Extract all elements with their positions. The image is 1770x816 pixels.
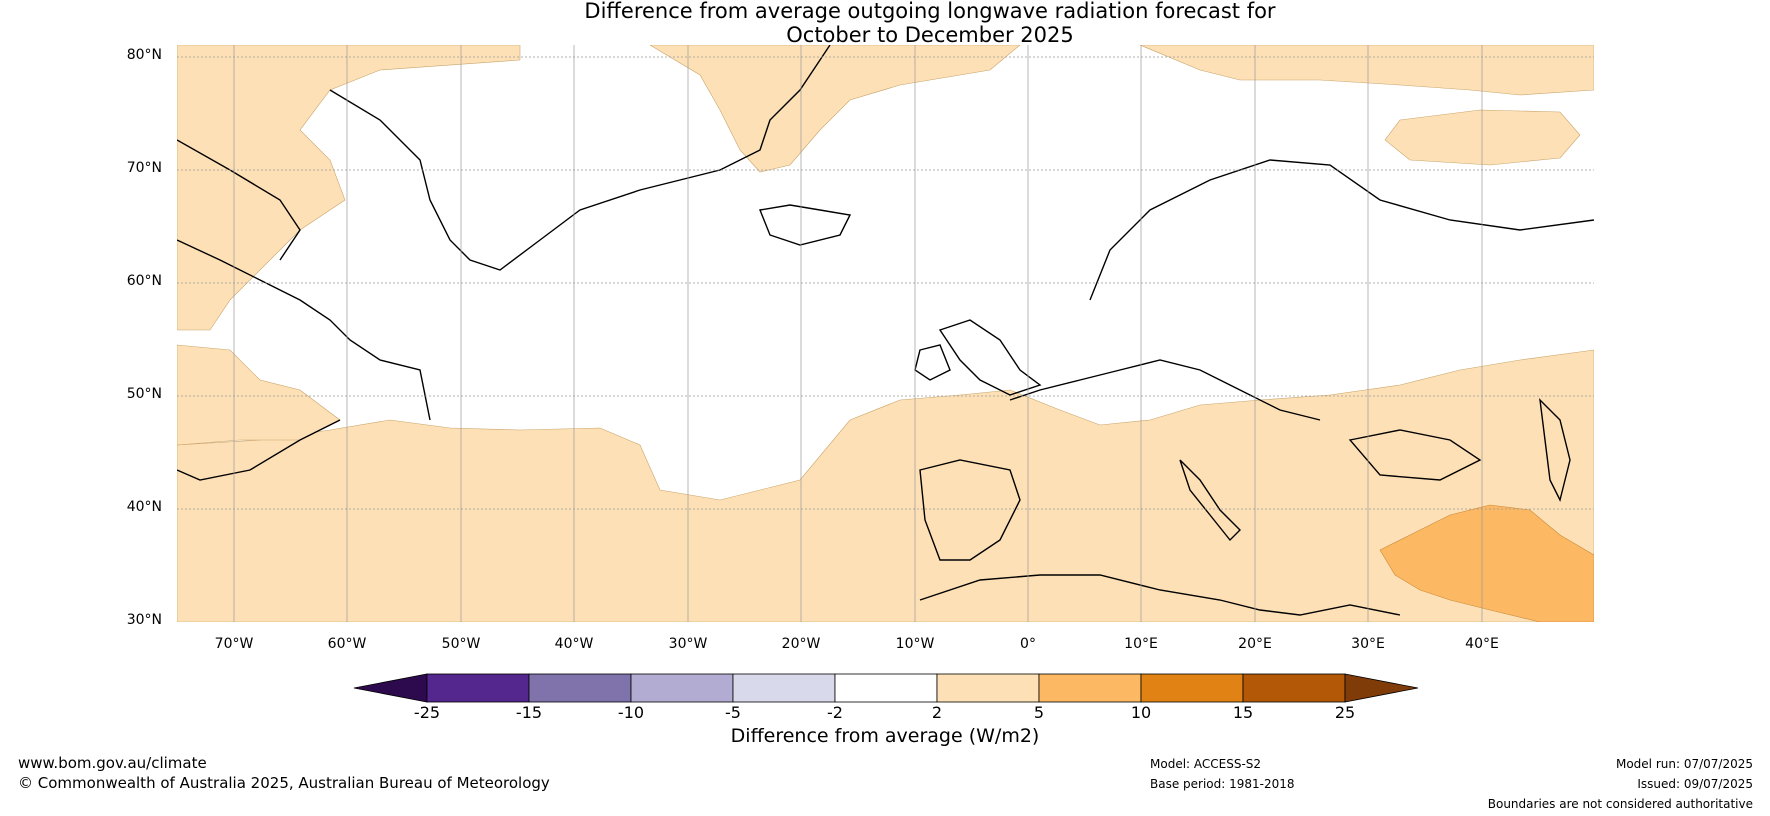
lon-label-30e: 30°E — [1351, 636, 1385, 652]
lon-label-0: 0° — [1020, 636, 1036, 652]
colorbar-bin-3 — [630, 673, 734, 703]
coast-iberia — [919, 459, 1021, 561]
colorbar-bin-5 — [834, 673, 938, 703]
lat-label-70n: 70°N — [126, 160, 162, 176]
lon-label-30w: 30°W — [668, 636, 708, 652]
colorbar-tick: -15 — [515, 703, 543, 722]
colorbar-title: Difference from average (W/m2) — [730, 725, 1040, 747]
colorbar-bin-1 — [426, 673, 530, 703]
colorbar-bin-9 — [1242, 673, 1346, 703]
footer-model: Model: ACCESS-S2 — [1150, 757, 1262, 771]
lon-label-20w: 20°W — [781, 636, 821, 652]
coast-labrador — [177, 139, 301, 261]
lat-label-40n: 40°N — [126, 499, 162, 515]
lat-label-60n: 60°N — [126, 273, 162, 289]
coast-black-sea — [1348, 429, 1482, 481]
colorbar-tick: -2 — [827, 703, 843, 722]
lon-label-50w: 50°W — [441, 636, 481, 652]
colorbar-tick: 5 — [1033, 703, 1045, 722]
lat-label-30n: 30°N — [126, 612, 162, 628]
title-line-1: Difference from average outgoing longwav… — [584, 0, 1276, 23]
colorbar-tick: -10 — [617, 703, 645, 722]
colorbar-tick: -25 — [413, 703, 441, 722]
graticule — [177, 45, 1594, 622]
coast-canada — [177, 239, 431, 421]
colorbar-bin-6 — [936, 673, 1040, 703]
lon-label-70w: 70°W — [214, 636, 254, 652]
colorbar-bin-7 — [1038, 673, 1142, 703]
colorbar-extend-low — [353, 673, 428, 703]
lon-label-10w: 10°W — [895, 636, 935, 652]
coast-greenland — [329, 45, 831, 271]
shade-barents — [1384, 109, 1581, 166]
coast-iceland — [759, 204, 852, 246]
coastlines — [177, 45, 1594, 616]
lon-label-40w: 40°W — [554, 636, 594, 652]
footer-disclaimer: Boundaries are not considered authoritat… — [1487, 797, 1753, 811]
footer-issued: Issued: 09/07/2025 — [1637, 777, 1753, 791]
colorbar-tick: 25 — [1334, 703, 1356, 722]
coast-europe — [1009, 359, 1321, 421]
lon-label-10e: 10°E — [1124, 636, 1158, 652]
shade-middle-east — [1379, 504, 1594, 622]
map-title: Difference from average outgoing longwav… — [0, 0, 1770, 47]
footer-copyright: © Commonwealth of Australia 2025, Austra… — [18, 774, 550, 792]
footer-url: www.bom.gov.au/climate — [18, 754, 207, 772]
shade-svalbard — [1139, 45, 1594, 96]
coast-nova-scotia — [177, 419, 341, 481]
lat-label-80n: 80°N — [126, 47, 162, 63]
colorbar-tick: 2 — [931, 703, 943, 722]
shade-greenland — [649, 45, 1021, 173]
footer-model-run: Model run: 07/07/2025 — [1615, 757, 1753, 771]
lon-label-20e: 20°E — [1238, 636, 1272, 652]
shade-north-america — [177, 45, 521, 331]
map-frame — [177, 45, 1594, 622]
coast-uk — [938, 319, 1042, 396]
coast-ireland — [914, 344, 951, 381]
lon-label-40e: 40°E — [1465, 636, 1499, 652]
colorbar-bin-8 — [1140, 673, 1244, 703]
colorbar-bin-4 — [732, 673, 836, 703]
coast-africa — [919, 574, 1401, 616]
colorbar-bin-2 — [528, 673, 632, 703]
title-line-2: October to December 2025 — [786, 23, 1074, 47]
shade-atlantic-south — [177, 349, 1594, 622]
coast-norway — [1089, 159, 1594, 301]
colorbar-tick: -5 — [725, 703, 741, 722]
colorbar-tick: 15 — [1232, 703, 1254, 722]
colorbar-extend-high — [1344, 673, 1419, 703]
lon-label-60w: 60°W — [327, 636, 367, 652]
coast-italy — [1179, 459, 1241, 542]
footer-base-period: Base period: 1981-2018 — [1150, 777, 1295, 791]
colorbar-tick: 10 — [1130, 703, 1152, 722]
colorbar — [353, 673, 1419, 703]
coast-caspian — [1539, 398, 1571, 503]
lat-label-50n: 50°N — [126, 386, 162, 402]
